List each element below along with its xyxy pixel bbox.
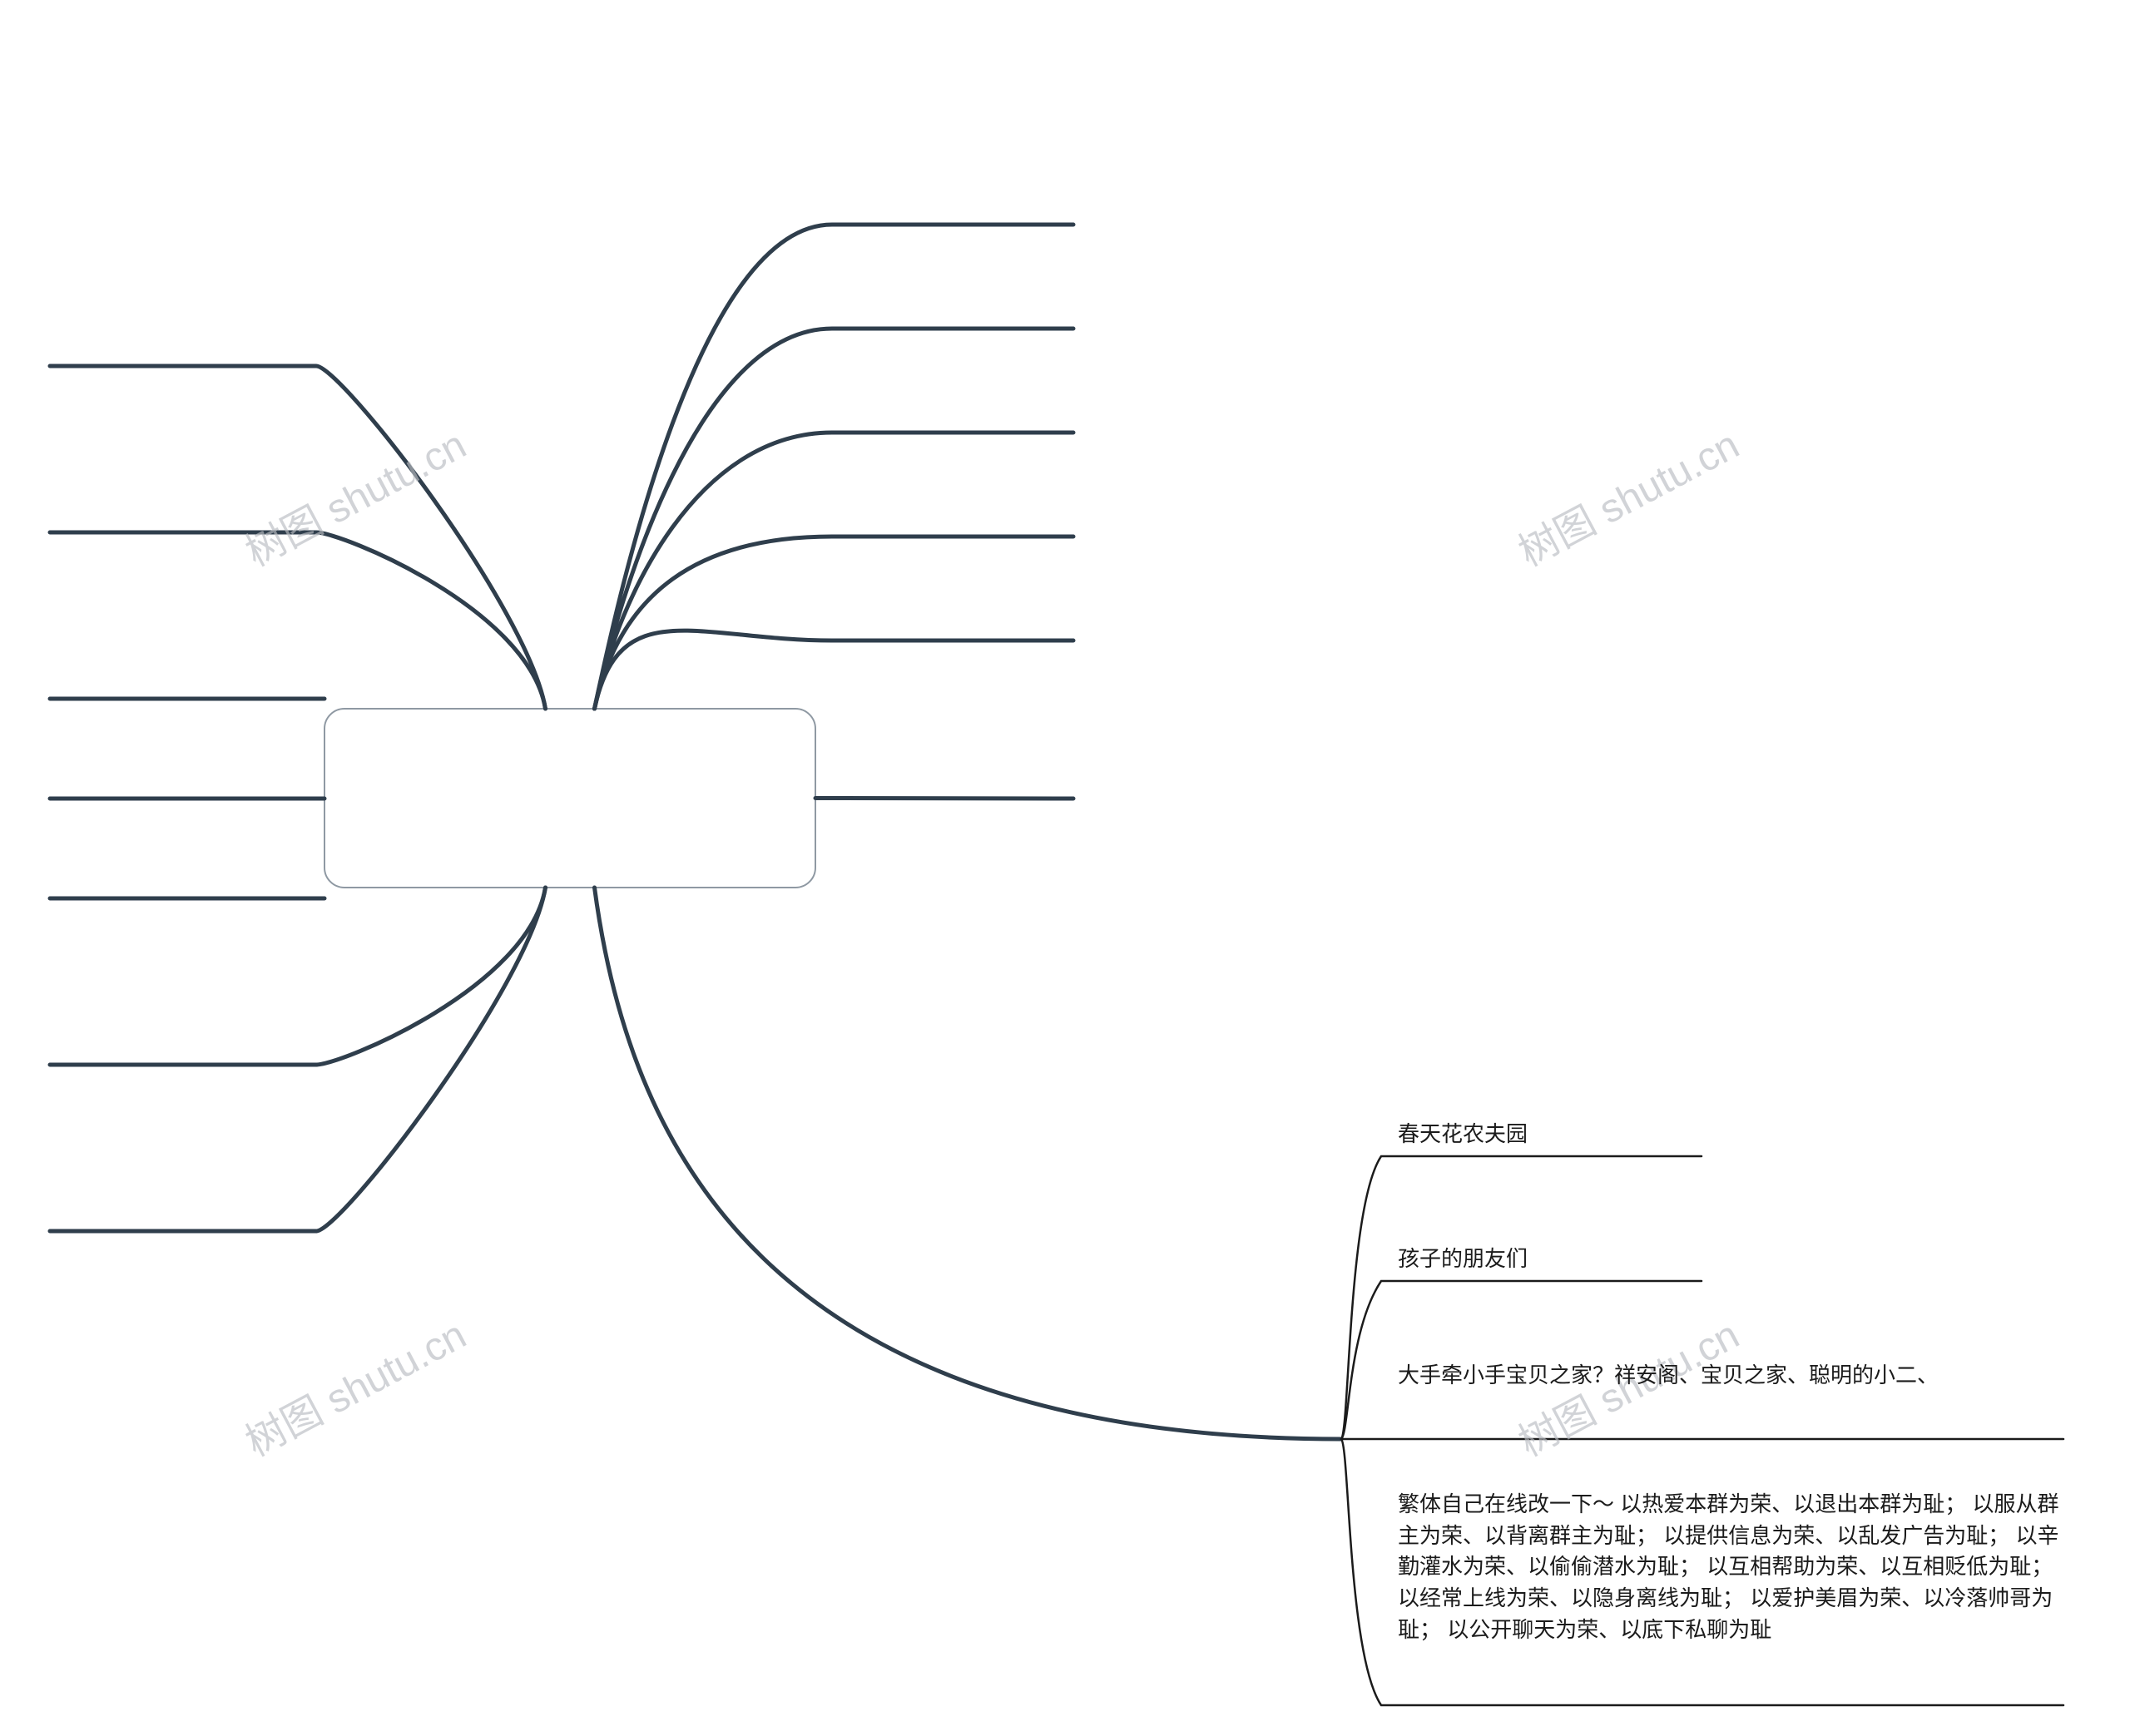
leaf-label-2: 大手牵小手宝贝之家？祥安阁、宝贝之家、聪明的小二、 bbox=[1398, 1360, 2055, 1392]
leaf-label-0: 春天花农夫园 bbox=[1398, 1119, 1714, 1150]
leaf-label-3: 繁体自己在线改一下～ 以热爱本群为荣、以退出本群为耻； 以服从群主为荣、以背离群… bbox=[1398, 1489, 2059, 1645]
mindmap-canvas bbox=[0, 0, 2130, 1736]
leaf-label-1: 孩子的朋友们 bbox=[1398, 1244, 1714, 1275]
